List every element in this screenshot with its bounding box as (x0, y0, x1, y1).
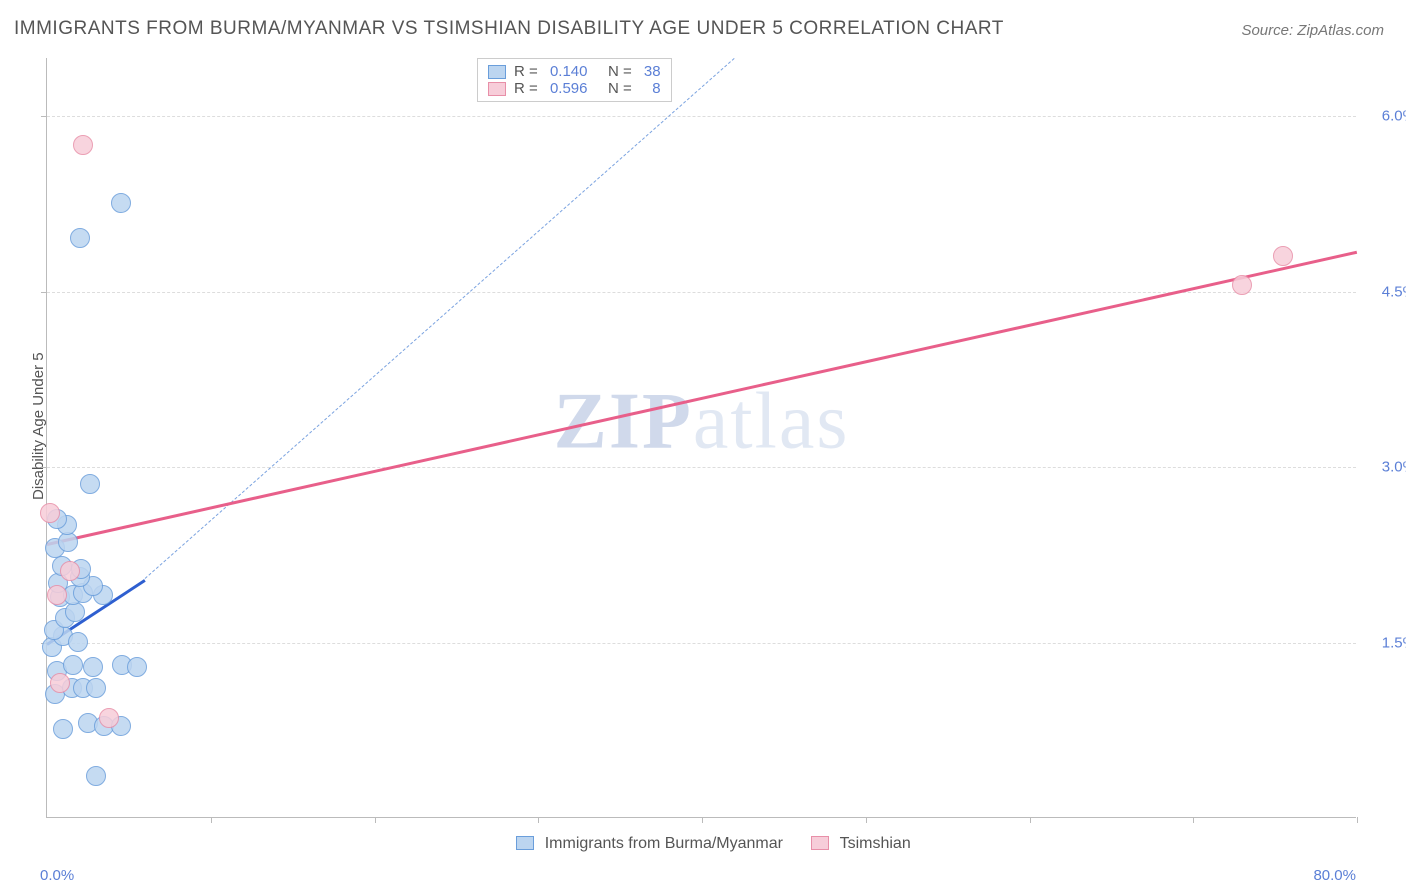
legend-n-label: N = (595, 63, 635, 80)
data-point-burma (86, 766, 106, 786)
y-tick-label: 3.0% (1360, 459, 1406, 476)
data-point-tsimshian (1232, 275, 1252, 295)
legend-swatch-tsimshian (488, 82, 506, 96)
gridline-h (47, 292, 1356, 293)
data-point-burma (127, 657, 147, 677)
y-axis-title: Disability Age Under 5 (30, 352, 47, 500)
x-tick (1030, 817, 1031, 823)
legend-series-label-burma: Immigrants from Burma/Myanmar (545, 835, 783, 852)
gridline-h (47, 643, 1356, 644)
data-point-tsimshian (50, 673, 70, 693)
data-point-burma (68, 632, 88, 652)
data-point-tsimshian (47, 585, 67, 605)
legend-stats-box: R = 0.140 N = 38 R = 0.596 N = 8 (477, 58, 672, 102)
gridline-h (47, 116, 1356, 117)
y-tick-label: 6.0% (1360, 108, 1406, 125)
legend-r-value-tsimshian: 0.596 (550, 80, 588, 97)
y-tick (41, 467, 47, 468)
legend-stats-row-tsimshian: R = 0.596 N = 8 (488, 80, 661, 97)
legend-stats-row-burma: R = 0.140 N = 38 (488, 63, 661, 80)
y-tick (41, 116, 47, 117)
x-tick (1357, 817, 1358, 823)
legend-n-value-tsimshian: 8 (652, 80, 660, 97)
chart-plot-area: ZIPatlas R = 0.140 N = 38 R = 0.596 N = … (46, 58, 1356, 818)
data-point-tsimshian (73, 135, 93, 155)
chart-title: IMMIGRANTS FROM BURMA/MYANMAR VS TSIMSHI… (14, 18, 1004, 40)
legend-r-label: R = (514, 63, 542, 80)
x-axis-min-label: 0.0% (40, 867, 74, 884)
x-tick (1193, 817, 1194, 823)
x-tick (538, 817, 539, 823)
data-point-burma (70, 228, 90, 248)
legend-r-label: R = (514, 80, 542, 97)
data-point-tsimshian (40, 503, 60, 523)
x-tick (211, 817, 212, 823)
data-point-burma (65, 602, 85, 622)
legend-series-label-tsimshian: Tsimshian (840, 835, 911, 852)
watermark-suffix: atlas (693, 378, 850, 466)
data-point-burma (111, 193, 131, 213)
legend-swatch-tsimshian (811, 836, 829, 850)
x-tick (375, 817, 376, 823)
data-point-burma (80, 474, 100, 494)
data-point-burma (58, 532, 78, 552)
data-point-burma (83, 657, 103, 677)
data-point-tsimshian (99, 708, 119, 728)
source-attribution: Source: ZipAtlas.com (1241, 22, 1384, 39)
legend-n-value-burma: 38 (644, 63, 661, 80)
data-point-burma (53, 719, 73, 739)
legend-r-value-burma: 0.140 (550, 63, 588, 80)
x-tick (702, 817, 703, 823)
watermark-prefix: ZIP (554, 378, 693, 466)
legend-n-label: N = (595, 80, 644, 97)
x-axis-max-label: 80.0% (1313, 867, 1356, 884)
data-point-tsimshian (60, 561, 80, 581)
y-tick (41, 292, 47, 293)
legend-series-box: Immigrants from Burma/Myanmar Tsimshian (47, 835, 1356, 853)
data-point-burma (63, 655, 83, 675)
y-tick-label: 4.5% (1360, 283, 1406, 300)
x-tick (866, 817, 867, 823)
trend-line (47, 251, 1358, 546)
y-tick-label: 1.5% (1360, 634, 1406, 651)
data-point-tsimshian (1273, 246, 1293, 266)
data-point-burma (86, 678, 106, 698)
legend-swatch-burma (516, 836, 534, 850)
legend-swatch-burma (488, 65, 506, 79)
gridline-h (47, 467, 1356, 468)
